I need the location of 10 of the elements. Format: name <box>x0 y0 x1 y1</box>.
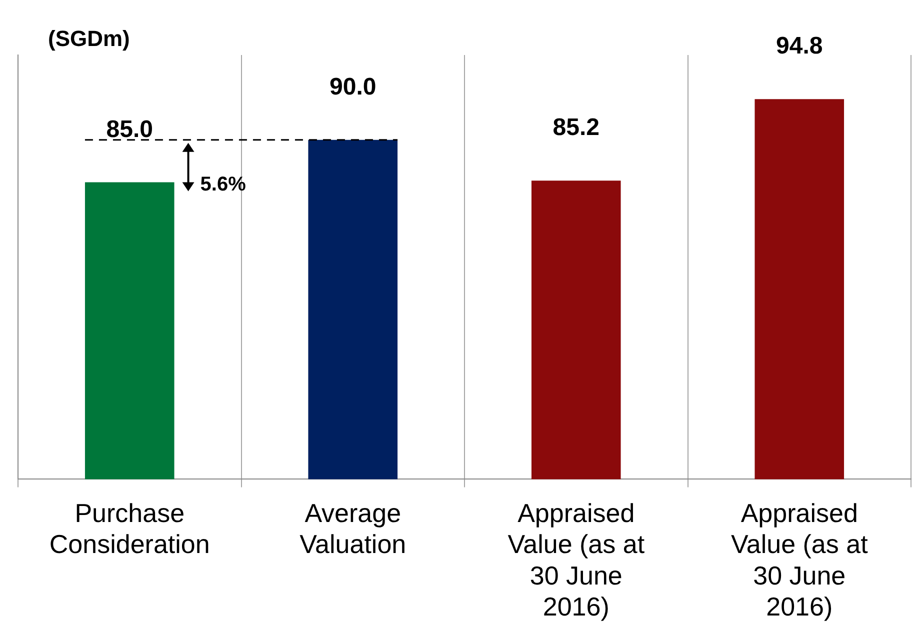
x-tick-label: Average Valuation <box>300 498 406 560</box>
y-axis-title: (SGDm) <box>48 26 130 52</box>
x-tick-label: Appraised Value (as at 30 June 2016) <box>508 498 646 622</box>
annotation: 5.6% <box>200 174 246 196</box>
data-label: 90.0 <box>330 73 376 100</box>
x-tick-label: Purchase Consideration <box>49 498 210 560</box>
data-label: 85.0 <box>106 116 153 143</box>
data-label: 85.2 <box>552 114 600 142</box>
x-tick-label: Appraised Value (as at 30 June 2016) <box>730 498 869 622</box>
data-label: 94.8 <box>776 32 823 60</box>
